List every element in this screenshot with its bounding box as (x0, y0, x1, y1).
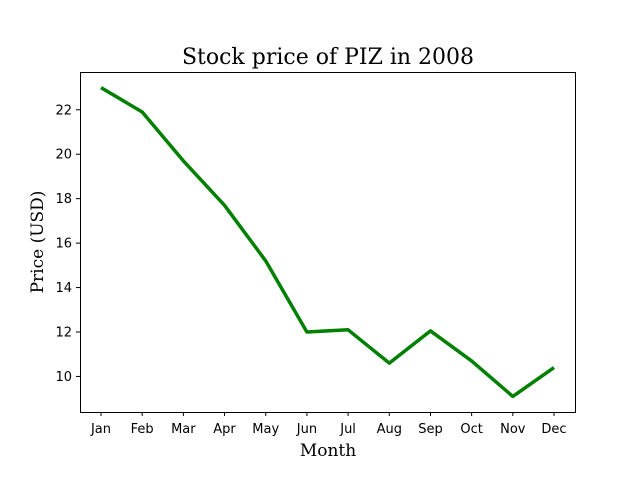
series-line (100, 86, 556, 399)
x-axis-ticks: Jan Feb Mar Apr May Jun Jul Aug Sep Oct Nov Dec (90, 412, 567, 437)
y-tick-label: 16 (55, 237, 72, 252)
y-tick-label: 10 (55, 370, 72, 385)
plot-frame (80, 72, 576, 413)
x-tick-label: Apr (213, 422, 236, 437)
x-tick-label: Sep (418, 422, 443, 437)
y-tick-label: 12 (55, 326, 72, 341)
series-group (100, 86, 556, 399)
x-tick-label: Jun (296, 422, 317, 437)
x-tick-label: Jul (339, 422, 356, 437)
chart-title: Stock price of PIZ in 2008 (182, 45, 474, 70)
x-tick-label: Jan (90, 422, 111, 437)
x-tick-label: Feb (131, 422, 154, 437)
y-tick-label: 22 (55, 103, 72, 118)
y-tick-label: 18 (55, 192, 72, 207)
x-tick-label: May (252, 422, 279, 437)
y-axis-label: Price (USD) (28, 191, 48, 294)
x-tick-label: Aug (377, 422, 402, 437)
y-axis-ticks: 10 12 14 16 18 20 22 (55, 103, 80, 385)
y-tick-label: 14 (55, 281, 72, 296)
x-tick-label: Dec (541, 422, 566, 437)
x-axis-label: Month (300, 441, 356, 461)
x-tick-label: Nov (500, 422, 526, 437)
x-tick-label: Oct (460, 422, 482, 437)
y-tick-label: 20 (55, 148, 72, 163)
x-tick-label: Mar (171, 422, 196, 437)
